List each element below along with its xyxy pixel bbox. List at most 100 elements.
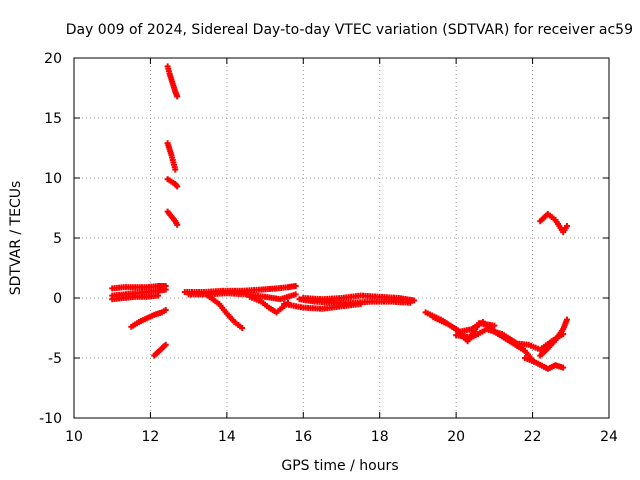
x-tick-label: 10 [65, 429, 83, 445]
data-point [169, 211, 172, 218]
data-point [409, 299, 412, 306]
data-point [466, 338, 469, 345]
data-point [432, 314, 435, 321]
x-axis-label: GPS time / hours [281, 458, 398, 474]
data-points [109, 63, 570, 372]
data-point [565, 316, 568, 323]
data-point [275, 309, 278, 316]
data-point [481, 319, 484, 325]
data-point [545, 212, 548, 219]
data-point [166, 176, 169, 183]
data-point [294, 283, 297, 289]
data-point [136, 320, 139, 327]
data-point [487, 323, 490, 330]
data-point [544, 342, 547, 349]
data-point [233, 319, 236, 325]
data-point [227, 312, 230, 319]
data-point [440, 318, 443, 325]
series-c [109, 292, 162, 303]
data-point [455, 326, 458, 333]
data-point [438, 317, 441, 324]
data-point [557, 333, 560, 340]
data-point [164, 341, 167, 348]
data-point [231, 317, 234, 324]
x-tick-label: 20 [447, 429, 465, 445]
data-point [563, 227, 566, 233]
data-point [565, 223, 568, 229]
data-point [501, 331, 503, 337]
data-point [176, 221, 179, 228]
data-point [471, 330, 474, 337]
data-point [558, 223, 561, 229]
data-point [445, 320, 448, 327]
data-point [206, 292, 209, 299]
data-point [551, 340, 554, 347]
data-point [539, 352, 542, 359]
data-point [431, 312, 434, 319]
data-point [269, 305, 272, 312]
data-point [557, 221, 560, 227]
data-point [172, 179, 175, 186]
series-t [521, 355, 567, 372]
y-tick-label: 20 [44, 51, 62, 67]
data-point [528, 353, 531, 360]
data-point [451, 323, 454, 330]
data-point [160, 309, 163, 316]
grid [74, 58, 609, 418]
data-point [264, 301, 267, 308]
data-point [545, 346, 548, 353]
data-point [526, 351, 529, 358]
data-point [542, 215, 545, 222]
series-o [300, 292, 418, 304]
y-tick-labels: -10 -5 0 5 10 15 20 [39, 51, 62, 427]
data-point [157, 349, 160, 355]
x-tick-label: 12 [142, 429, 160, 445]
x-tick-label: 14 [218, 429, 236, 445]
data-point [443, 319, 446, 326]
data-point [436, 316, 439, 323]
data-point [164, 286, 167, 293]
data-point [540, 216, 543, 223]
data-point [172, 216, 175, 223]
data-point [212, 296, 215, 303]
data-point [562, 364, 565, 371]
data-point [472, 333, 475, 340]
data-point [485, 322, 488, 329]
data-point [176, 93, 179, 100]
data-point [160, 345, 163, 352]
data-point [134, 321, 137, 328]
data-point [548, 212, 551, 219]
x-tick-label: 24 [600, 429, 618, 445]
data-point [514, 339, 517, 346]
data-point [554, 337, 557, 343]
data-point [506, 334, 509, 341]
data-point [216, 299, 219, 306]
data-point [176, 183, 179, 190]
series-u [537, 316, 570, 359]
y-tick-label: -10 [39, 411, 62, 427]
data-point [541, 345, 544, 352]
data-point [543, 343, 546, 350]
data-point [474, 323, 477, 330]
data-point [478, 321, 481, 328]
y-tick-label: 5 [53, 231, 62, 247]
data-point [546, 211, 549, 217]
data-point [523, 347, 526, 354]
data-point [555, 219, 558, 225]
data-point [554, 217, 557, 223]
data-point [225, 310, 228, 317]
data-point [558, 331, 561, 338]
data-point [540, 351, 543, 358]
data-point [130, 323, 133, 330]
series-g [164, 140, 179, 173]
data-point [522, 346, 525, 353]
data-point [158, 347, 161, 354]
data-point [167, 210, 170, 217]
data-point [157, 292, 160, 299]
data-point [542, 349, 545, 356]
data-point [273, 308, 276, 315]
data-point [479, 320, 482, 327]
data-point [413, 297, 416, 304]
data-point [166, 208, 169, 215]
data-point [479, 329, 482, 336]
